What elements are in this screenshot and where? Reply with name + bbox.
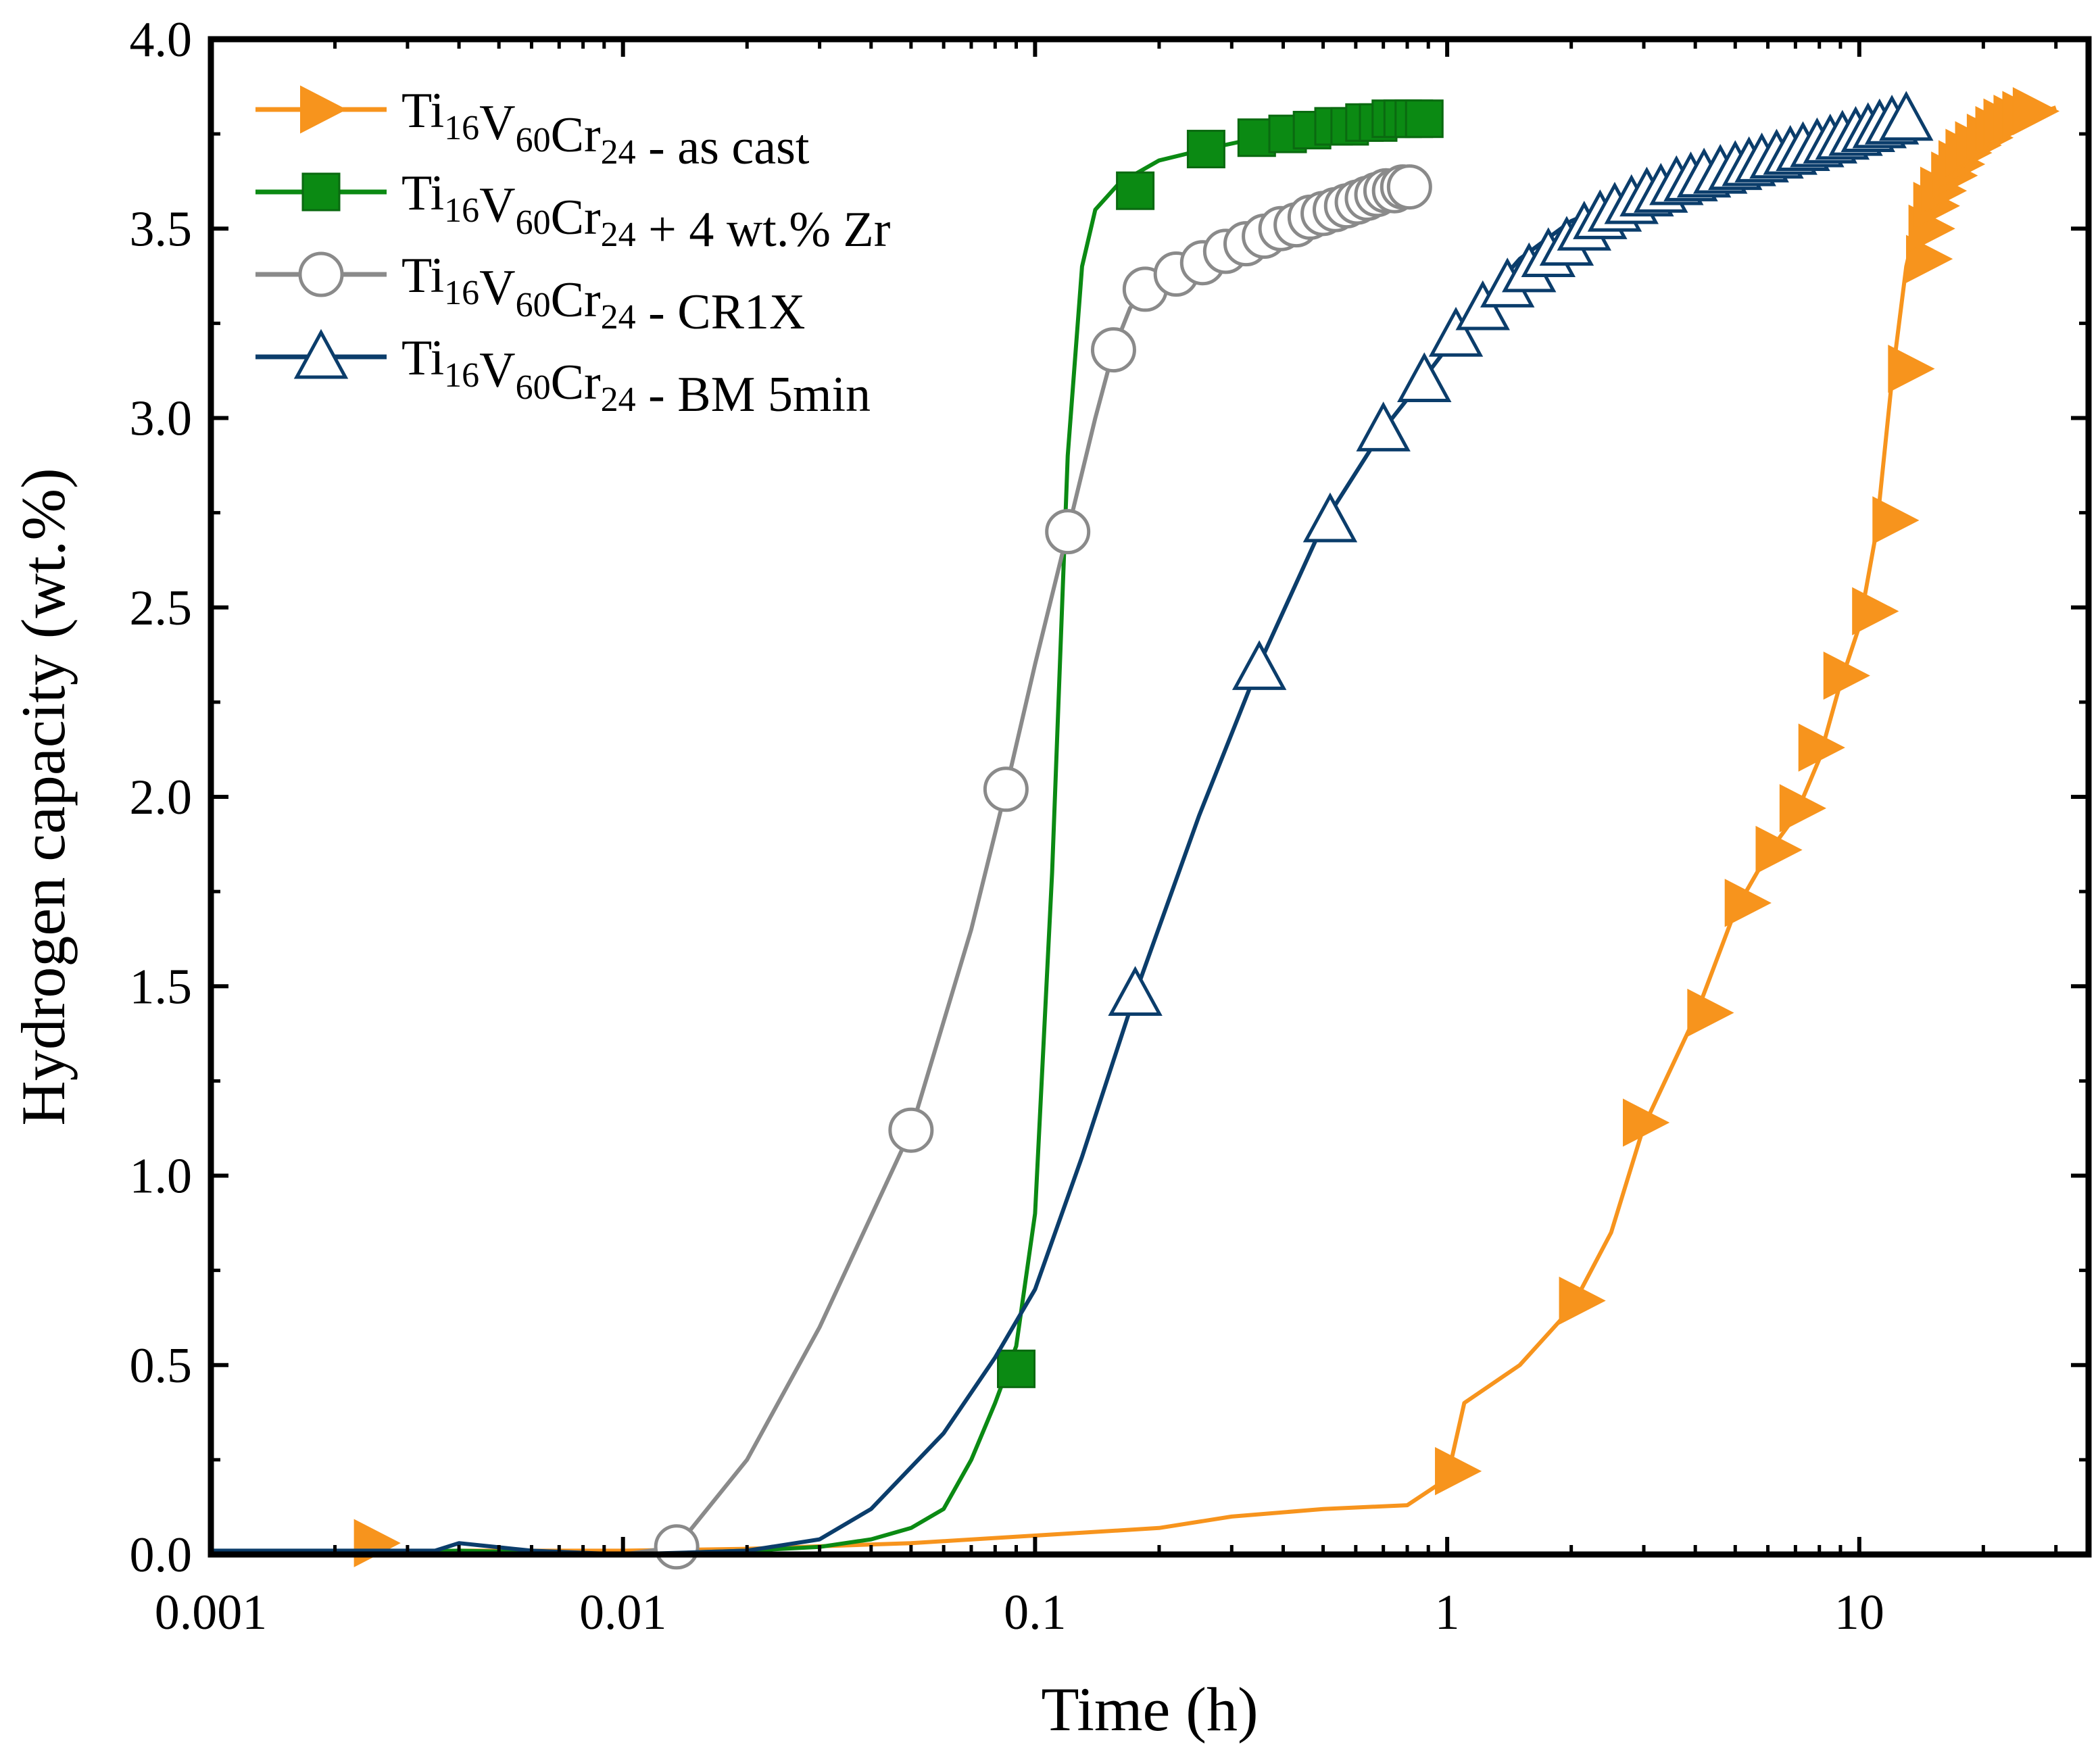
series-1-marker bbox=[353, 1519, 401, 1567]
legend-label-2: Ti16V60Cr24 + 4 wt.% Zr bbox=[401, 166, 890, 258]
legend-label-3: Ti16V60Cr24 - CR1X bbox=[401, 248, 805, 340]
x-tick-label: 0.001 bbox=[155, 1585, 268, 1640]
y-tick-label: 4.0 bbox=[130, 12, 193, 68]
x-tick-label: 10 bbox=[1834, 1585, 1884, 1640]
series-1-marker bbox=[1823, 651, 1870, 700]
axes-layer: 0.0 0.5 1.0 1.5 2.0 2.5 3.0 3.5 4.0 0.001 0.01 0.1 1… bbox=[130, 12, 2092, 1640]
series-1-marker bbox=[1872, 496, 1920, 545]
legend-label-1: Ti16V60Cr24 - as cast bbox=[401, 83, 810, 175]
legend-marker-4 bbox=[293, 328, 349, 379]
series-4-marker bbox=[1108, 966, 1163, 1016]
series-3-marker bbox=[983, 766, 1029, 812]
series-1-marker bbox=[1779, 784, 1827, 833]
series-1-marker bbox=[1687, 988, 1734, 1037]
series-1-marker bbox=[1623, 1098, 1670, 1147]
series-2-marker bbox=[1186, 130, 1225, 169]
series-4-line bbox=[211, 116, 1907, 1557]
series-1-marker bbox=[1755, 825, 1803, 875]
series-2-line bbox=[210, 116, 1429, 1557]
series-1-marker bbox=[1888, 344, 1935, 393]
y-tick-label: 0.0 bbox=[130, 1527, 193, 1583]
series-4-marker bbox=[1231, 640, 1287, 690]
x-tick-label: 0.01 bbox=[579, 1585, 667, 1640]
y-axis-title: Hydrogen capacity (wt.%) bbox=[9, 468, 78, 1125]
series-1-marker bbox=[1852, 587, 1899, 635]
legend-label-4: Ti16V60Cr24 - BM 5min bbox=[401, 330, 871, 422]
y-tick-label: 3.0 bbox=[130, 391, 193, 447]
series-1-marker bbox=[1435, 1447, 1482, 1496]
series-3-marker bbox=[888, 1107, 934, 1153]
series-4-marker bbox=[1397, 352, 1452, 402]
series-1-marker bbox=[1798, 723, 1845, 772]
y-tick-label: 3.5 bbox=[130, 201, 193, 257]
series-4-marker bbox=[1428, 306, 1484, 357]
legend-marker-2 bbox=[301, 172, 341, 212]
series-4-marker bbox=[1879, 91, 1934, 141]
y-tick-label: 0.5 bbox=[130, 1338, 193, 1394]
series-2-marker bbox=[1405, 99, 1444, 139]
series-4-marker bbox=[1356, 401, 1411, 451]
series-2-marker bbox=[997, 1349, 1036, 1388]
x-axis-title: Time (h) bbox=[1041, 1675, 1258, 1744]
series-2-marker bbox=[1116, 171, 1155, 210]
y-tick-label: 2.0 bbox=[130, 770, 193, 825]
y-tick-label: 1.5 bbox=[130, 959, 193, 1014]
series-3-marker bbox=[1045, 509, 1091, 555]
series-3-marker bbox=[1090, 327, 1136, 373]
series-1-marker bbox=[1724, 879, 1772, 927]
series-1-marker bbox=[2012, 87, 2060, 136]
x-tick-label: 0.1 bbox=[1004, 1585, 1067, 1640]
series-3-marker bbox=[654, 1524, 700, 1570]
x-tick-label: 1 bbox=[1435, 1585, 1460, 1640]
legend-marker-3 bbox=[298, 251, 344, 297]
series-3-marker bbox=[1386, 164, 1432, 210]
series-1-line bbox=[211, 105, 2057, 1557]
y-tick-label: 1.0 bbox=[130, 1149, 193, 1204]
series-4-marker bbox=[1302, 492, 1358, 543]
legend-marker-1 bbox=[300, 85, 347, 134]
series-1-marker bbox=[1559, 1276, 1606, 1325]
y-tick-label: 2.5 bbox=[130, 581, 193, 636]
